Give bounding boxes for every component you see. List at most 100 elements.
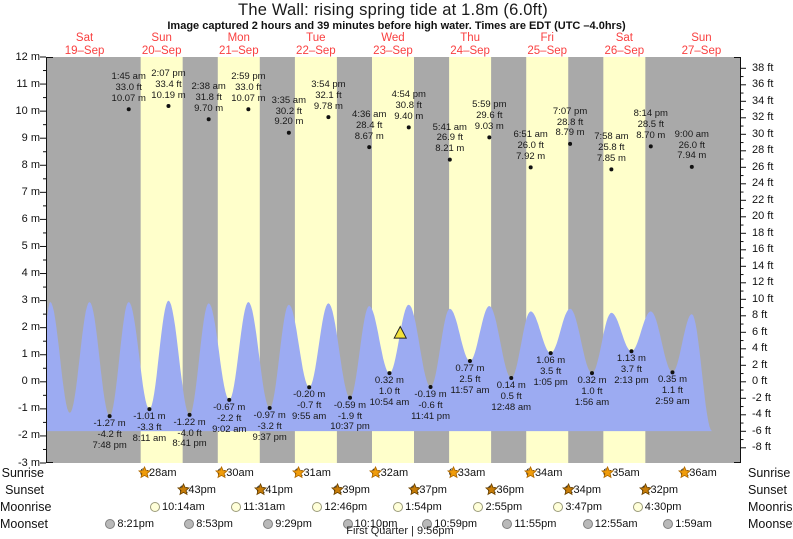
high-tide-line: 28.8 ft [556,116,584,128]
tide-extreme-dot [187,412,192,417]
sunrise-time: 6:30am [217,467,254,479]
high-tide-annotation: 2:07 pm 33.4 ft 10.19 m [151,68,185,101]
high-tide-line: 25.8 ft [598,142,625,154]
tide-extreme-dot [286,130,291,135]
sunset-entry: 6:37pm [408,483,447,497]
sunset-row-label-right: Sunset [748,483,787,497]
moonrise-icon [553,502,564,512]
high-tide-line: 7.94 m [677,150,707,162]
low-tide-annotation: -0.67 m -2.2 ft 9:02 am [212,402,246,435]
day-label: Wed 23–Sep [354,32,432,57]
high-tide-line: 26.0 ft [678,139,706,151]
low-tide-line: 0.77 m [455,362,485,374]
sunset-entry: 6:36pm [485,483,524,497]
tide-extreme-dot [107,414,112,419]
high-tide-line: 30.8 ft [395,100,422,112]
moonset-row-label-right: Moonset [748,517,793,531]
high-tide-line: 2:38 am [191,81,226,93]
day-name: Sat [75,32,94,44]
low-tide-line: -0.59 m [333,399,367,411]
high-tide-line: 32.1 ft [315,89,342,101]
tide-extreme-dot [670,370,675,375]
moonset-entry: 9:29pm [263,517,312,531]
sunrise-time: 6:32am [371,467,409,479]
day-name: Mon [227,32,250,44]
tide-extreme-dot [589,371,594,376]
low-tide-line: 1.0 ft [581,385,603,397]
high-tide-annotation: 5:59 pm 29.6 ft 9.03 m [472,100,506,132]
high-tide-line: 26.9 ft [436,132,464,144]
moonset-row-label-left: Moonset [0,517,48,531]
high-tide-annotation: 3:35 am 30.2 ft 9.20 m [272,95,306,128]
low-tide-annotation: -0.20 m -0.7 ft 9:55 am [292,389,326,422]
tide-extreme-dot [428,384,433,389]
low-tide-line: 3.7 ft [620,364,643,375]
low-tide-annotation: 0.32 m 1.0 ft 1:56 am [575,375,609,408]
ft-axis-label: 16 ft [752,243,774,256]
moonrise-icon [393,502,404,512]
low-tide-annotation: -0.59 m -1.9 ft 10:37 pm [330,399,370,433]
tide-extreme-dot [267,406,272,411]
sunset-row-label-left: Sunset [5,483,44,497]
low-tide-line: -0.97 m [253,410,286,422]
moonrise-row-label-left: Moonrise [0,500,52,514]
ft-axis-label: 26 ft [752,160,774,173]
sunrise-entry: 6:33am [446,466,485,480]
tide-extreme-dot [307,385,312,390]
ft-axis-label: 20 ft [752,210,774,223]
high-tide-annotation: 9:00 am 26.0 ft 7.94 m [675,129,709,162]
high-tide-line: 3:54 pm [311,79,346,91]
moonset-time: 10:59pm [434,518,478,530]
m-axis-label: 6 m [21,212,40,225]
day-name: Sat [615,32,633,44]
sunset-time: 6:37pm [410,484,447,496]
m-axis-label: 3 m [21,294,40,307]
current-level-marker [393,325,408,339]
day-name: Wed [381,32,405,44]
low-tide-line: 2:59 am [655,395,690,407]
high-tide-line: 6:51 am [513,129,548,141]
tide-extreme-dot [467,358,472,363]
sunrise-time: 6:31am [294,467,331,479]
moonrise-entry: 4:30pm [632,500,681,514]
low-tide-annotation: -1.01 m -3.3 ft 8:11 am [133,411,167,444]
day-date: 23–Sep [373,44,413,57]
ft-axis-label: 30 ft [752,127,774,140]
low-tide-line: 0.5 ft [500,390,522,402]
low-tide-line: 11:57 am [450,384,490,396]
moonrise-time: 12:46pm [324,501,368,513]
high-tide-line: 29.6 ft [476,110,503,122]
sunrise-entry: 6:32am [369,466,408,480]
sunrise-entry: 6:28am [137,466,177,480]
high-tide-line: 10.07 m [111,92,146,104]
moonrise-entry: 1:54pm [393,500,442,514]
moonset-time: 8:21pm [117,518,155,530]
high-tide-line: 10.07 m [231,92,266,104]
sunrise-row-label-right: Sunrise [748,466,791,480]
low-tide-line: 12:48 am [491,401,532,413]
low-tide-line: -0.19 m [414,388,447,400]
sunset-time: 6:41pm [256,484,293,496]
high-tide-line: 30.2 ft [275,105,303,117]
low-tide-line: 0.32 m [577,375,607,387]
day-label: Sun 27–Sep [662,32,740,57]
day-label: Tue 22–Sep [277,32,355,57]
tide-extreme-dot [406,125,411,130]
low-tide-annotation: 0.77 m 2.5 ft 11:57 am [450,362,490,396]
sunset-time: 6:34pm [564,484,602,496]
sunset-time: 6:36pm [487,484,525,496]
ft-axis-label: -2 ft [752,391,771,404]
high-tide-line: 9.78 m [313,100,343,112]
high-tide-line: 9.03 m [474,120,504,132]
ft-axis-label: 18 ft [752,226,774,239]
low-tide-annotation: -0.97 m -3.2 ft 9:37 pm [253,410,287,443]
tide-extreme-dot [528,165,533,170]
low-tide-annotation: 0.35 m 1.1 ft 2:59 am [655,375,689,407]
high-tide-line: 9.20 m [274,116,304,128]
high-tide-line: 33.4 ft [155,78,182,90]
high-tide-line: 28.4 ft [356,119,383,131]
ft-axis-label: 10 ft [752,292,774,305]
sunrise-time: 6:35am [602,467,640,479]
ft-axis-label: 22 ft [752,193,774,206]
low-tide-line: -0.7 ft [297,400,322,411]
